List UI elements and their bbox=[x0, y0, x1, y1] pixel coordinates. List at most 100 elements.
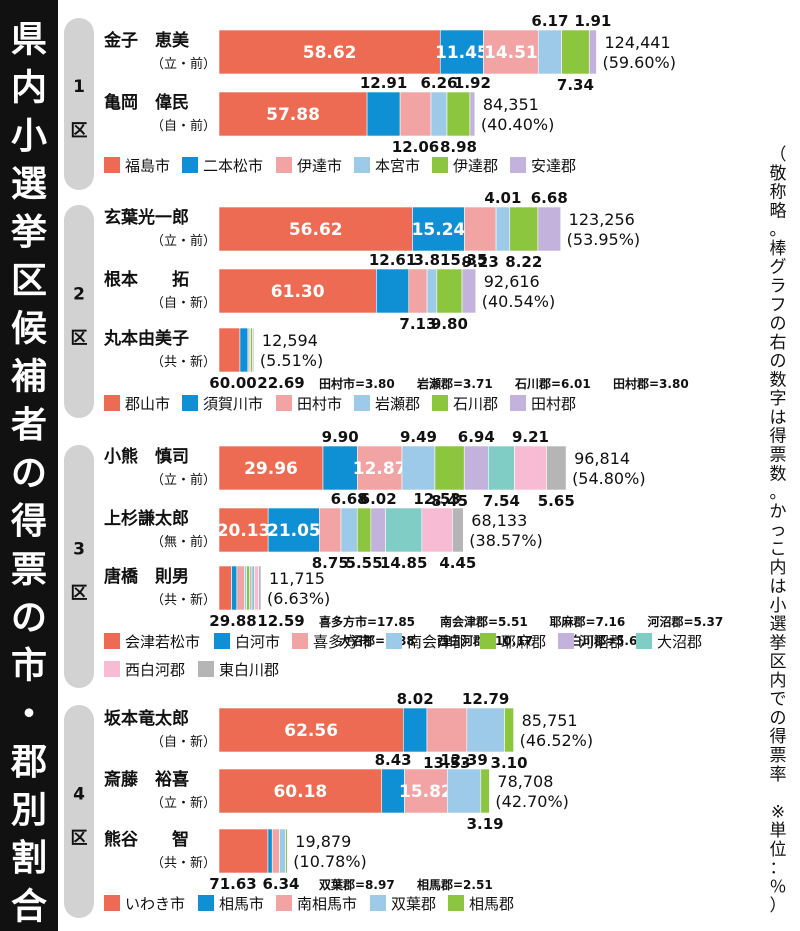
note-char: グ bbox=[770, 258, 787, 278]
bar-value-label: 22.69 bbox=[257, 374, 304, 392]
district-tab bbox=[64, 205, 94, 418]
bar-segment bbox=[340, 507, 358, 553]
bar-value-label: 7.34 bbox=[557, 76, 594, 94]
candidate-name: 金子 恵美 bbox=[103, 30, 190, 51]
title-char: ・ bbox=[11, 694, 47, 735]
candidate-affiliation: （立・前） bbox=[151, 233, 216, 249]
bar-value-label: 56.62 bbox=[289, 220, 343, 240]
bar-segment bbox=[466, 707, 505, 753]
note-char: ラ bbox=[770, 276, 787, 296]
candidate-name: 唐橋 則男 bbox=[104, 566, 189, 587]
bar-value-label: 6.68 bbox=[531, 189, 568, 207]
legend-label: 石川郡 bbox=[453, 395, 498, 413]
bar-value-label: 20.13 bbox=[217, 521, 271, 541]
bar-segment bbox=[267, 828, 273, 874]
candidate-affiliation: （自・新） bbox=[151, 734, 216, 750]
legend-label: 本宮市 bbox=[375, 157, 420, 175]
vote-count: 92,616 bbox=[484, 272, 540, 291]
candidate-name: 熊谷 智 bbox=[104, 829, 189, 850]
extra-value-label: 相馬郡=2.51 bbox=[417, 877, 493, 892]
district-panel-4: 4 区 坂本竜太郎 （自・新） 62.56 8.02 13.53 12.79 3.10 85,75… bbox=[64, 690, 593, 918]
bar-segment bbox=[408, 268, 428, 314]
bar-value-label: 12.91 bbox=[360, 74, 407, 92]
legend-label: 須賀川市 bbox=[203, 395, 263, 413]
bar-segment bbox=[514, 445, 547, 491]
bar-segment bbox=[218, 327, 241, 373]
bar-value-label: 71.63 bbox=[209, 875, 256, 893]
legend-label: 相馬郡 bbox=[469, 895, 514, 913]
title-char: 選 bbox=[11, 164, 47, 205]
candidate-name: 丸本由美子 bbox=[103, 328, 189, 349]
title-char: の bbox=[11, 453, 47, 494]
bar-segment bbox=[218, 206, 413, 252]
bar-value-label: 4.45 bbox=[439, 554, 476, 572]
legend-label: 河沼郡 bbox=[579, 633, 624, 651]
bar-segment bbox=[279, 828, 286, 874]
note-char: の bbox=[770, 352, 787, 372]
bar-segment bbox=[385, 507, 423, 553]
legend-swatch bbox=[104, 661, 120, 677]
legend-label: 南会津郡 bbox=[407, 633, 467, 651]
bar-value-label: 15.24 bbox=[412, 220, 466, 240]
candidate-name: 亀岡 偉民 bbox=[104, 92, 189, 113]
bar-segment bbox=[401, 445, 436, 491]
bar-value-label: 15.82 bbox=[399, 782, 453, 802]
district-suffix: 区 bbox=[71, 584, 88, 604]
legend-label: 伊達市 bbox=[297, 157, 342, 175]
bar-value-label: 8.22 bbox=[505, 253, 542, 271]
candidate-name: 坂本竜太郎 bbox=[104, 708, 189, 729]
bar-value-label: 60.18 bbox=[273, 782, 327, 802]
legend-label: 二本松市 bbox=[203, 157, 263, 175]
bar-segment bbox=[218, 828, 269, 874]
bar-value-label: 58.62 bbox=[303, 43, 357, 63]
extra-value-label: 石川郡=6.01 bbox=[514, 377, 591, 391]
legend-label: 大沼郡 bbox=[657, 633, 702, 651]
bar-value-label: 12.79 bbox=[462, 690, 509, 708]
note-char: 得 bbox=[770, 427, 787, 447]
candidate-affiliation: （自・前） bbox=[151, 118, 216, 134]
legend-swatch bbox=[276, 895, 292, 911]
bar-value-label: 14.51 bbox=[484, 43, 538, 63]
bar-segment bbox=[537, 206, 561, 252]
note-char: 選 bbox=[770, 615, 787, 635]
note-char: 内 bbox=[770, 558, 787, 578]
note-char: の bbox=[770, 708, 787, 728]
bar-segment bbox=[258, 565, 262, 611]
bar-value-label: 12.61 bbox=[369, 251, 416, 269]
vote-rate: (40.40%) bbox=[481, 115, 555, 134]
bar-segment bbox=[488, 445, 515, 491]
bar-segment bbox=[461, 268, 477, 314]
bar-value-label: 8.45 bbox=[431, 492, 468, 510]
candidate-row: 玄葉光一郎 （立・前） 56.62 15.24 9.23 4.01 8.22 6.68123,… bbox=[104, 189, 640, 271]
vote-count: 85,751 bbox=[522, 711, 578, 730]
bar-value-label: 6.17 bbox=[531, 12, 568, 30]
legend-label: 岩瀬郡 bbox=[375, 395, 420, 413]
note-char: 内 bbox=[770, 671, 787, 691]
district-number: 3 bbox=[73, 540, 85, 560]
note-char: 数 bbox=[770, 464, 787, 484]
bar-segment bbox=[447, 768, 482, 814]
bar-segment bbox=[218, 565, 232, 611]
bar-value-label: 8.75 bbox=[312, 554, 349, 572]
bar-segment bbox=[426, 707, 468, 753]
title-char: 割 bbox=[11, 838, 47, 879]
bar-segment bbox=[251, 565, 255, 611]
vote-rate: (54.80%) bbox=[572, 469, 646, 488]
candidate-row: 丸本由美子 （共・新） 12,594(5.51%)60.00 22.69 田村市=3.8… bbox=[103, 327, 689, 392]
candidate-affiliation: （無・前） bbox=[151, 534, 216, 550]
vote-rate: (42.70%) bbox=[495, 792, 569, 811]
extra-value-label: 岩瀬郡=3.71 bbox=[416, 376, 493, 391]
bar-segment bbox=[218, 768, 383, 814]
extra-value-label: 田村市=3.80 bbox=[319, 376, 395, 391]
legend-label: 安達郡 bbox=[531, 157, 576, 175]
title-char: 内 bbox=[11, 68, 47, 109]
bar-value-label: 5.55 bbox=[346, 554, 383, 572]
district-panel-3: 3 区 小熊 慎司 （立・前） 29.96 9.90 12.87 9.49 8.45 6.94 7.… bbox=[64, 428, 723, 688]
bar-value-label: 62.56 bbox=[284, 721, 338, 741]
candidate-name: 小熊 慎司 bbox=[104, 446, 189, 467]
bar-segment bbox=[218, 445, 324, 491]
